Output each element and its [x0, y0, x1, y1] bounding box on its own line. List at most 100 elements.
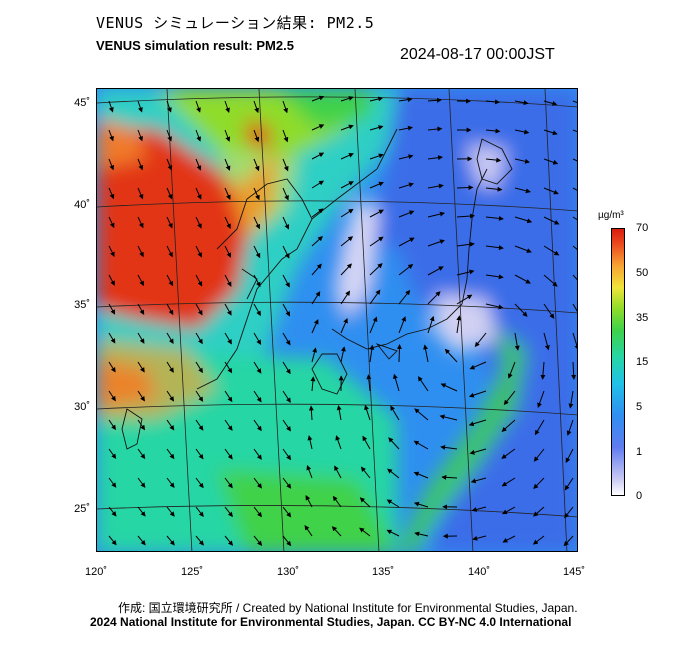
wind-arrow	[311, 319, 319, 334]
wind-arrow	[166, 100, 172, 113]
wind-arrow	[137, 216, 144, 229]
wind-arrow	[543, 129, 558, 136]
wind-arrow	[563, 535, 574, 547]
wind-arrow	[311, 291, 321, 305]
wind-arrow	[224, 158, 231, 171]
wind-arrow	[282, 274, 290, 288]
wind-arrow	[469, 361, 487, 370]
wind-arrow	[456, 241, 475, 247]
credit-line-1: 作成: 国立環境研究所 / Created by National Instit…	[118, 601, 578, 615]
wind-arrow	[282, 129, 289, 143]
wind-arrow	[514, 100, 529, 106]
wind-arrow	[456, 315, 462, 334]
wind-arrow	[388, 437, 400, 450]
wind-arrow	[336, 405, 342, 421]
wind-arrow	[166, 158, 173, 171]
lon-label-135: 135˚	[371, 566, 395, 578]
wind-arrow	[359, 527, 371, 537]
wind-arrow	[166, 245, 173, 258]
wind-arrow	[572, 187, 577, 191]
wind-arrow	[413, 471, 429, 479]
wind-arrow	[537, 390, 545, 408]
wind-arrow	[501, 448, 516, 459]
wind-arrow	[543, 187, 559, 195]
wind-arrow	[532, 535, 545, 545]
wind-arrow	[472, 535, 487, 541]
wind-arrow	[166, 129, 172, 142]
wind-arrow	[108, 274, 115, 286]
wind-arrow	[311, 124, 325, 131]
wind-arrow	[485, 303, 504, 310]
wind-arrow	[166, 216, 173, 229]
wind-arrow	[369, 344, 375, 363]
lon-label-145: 145˚	[562, 566, 586, 578]
colorbar-tick-5: 5	[636, 401, 643, 413]
wind-arrow	[340, 96, 354, 102]
wind-arrow	[369, 236, 384, 247]
wind-arrow	[108, 187, 115, 200]
wind-arrow	[564, 506, 574, 519]
wind-arrow	[503, 390, 516, 406]
wind-arrow	[485, 215, 504, 221]
wind-arrow	[195, 216, 202, 229]
wind-arrow	[137, 245, 144, 258]
lat-label-25: 25˚	[74, 503, 90, 515]
wind-arrow	[282, 390, 291, 403]
wind-arrow	[364, 404, 371, 421]
wind-arrow	[311, 263, 322, 276]
wind-arrow	[471, 506, 487, 512]
wind-arrow	[340, 263, 352, 276]
wind-arrow	[282, 187, 289, 201]
colorbar-tick-15: 15	[636, 356, 649, 368]
wind-arrow	[440, 383, 458, 392]
wind-arrow	[456, 185, 474, 191]
wind-arrow	[137, 506, 146, 517]
wind-arrow	[282, 100, 288, 114]
wind-arrow	[485, 245, 504, 251]
wind-arrow	[195, 245, 202, 258]
wind-arrow	[108, 100, 114, 113]
wind-arrow	[282, 477, 292, 489]
wind-arrow	[224, 274, 232, 287]
title-english: VENUS simulation result: PM2.5	[96, 38, 294, 53]
wind-arrow	[253, 361, 262, 374]
wind-arrow	[166, 535, 175, 546]
wind-arrow	[108, 129, 114, 142]
wind-arrow	[282, 361, 291, 375]
wind-arrow	[543, 158, 559, 165]
wind-arrow	[572, 216, 577, 221]
wind-arrow	[166, 361, 174, 373]
wind-arrow	[572, 100, 577, 104]
wind-arrow	[502, 535, 516, 543]
wind-arrow	[108, 535, 117, 546]
wind-arrow	[195, 187, 202, 200]
wind-arrow	[413, 440, 429, 450]
wind-arrow	[414, 408, 429, 421]
wind-arrow	[340, 236, 354, 247]
wind-arrow	[282, 535, 292, 547]
wind-arrow	[253, 303, 261, 317]
wind-arrow	[387, 468, 400, 479]
wind-arrow	[427, 97, 442, 103]
wind-arrow	[311, 95, 325, 102]
wind-arrow	[137, 332, 145, 344]
wind-arrow	[571, 361, 577, 380]
wind-arrow	[282, 448, 292, 461]
wind-arrow	[572, 274, 577, 281]
wind-arrow	[366, 374, 372, 392]
wind-arrow	[427, 211, 445, 218]
wind-arrow	[224, 535, 234, 546]
wind-arrow	[390, 405, 400, 421]
wind-arrow	[456, 294, 473, 305]
title-japanese: VENUS シミュレーション結果: PM2.5	[96, 14, 375, 32]
wind-arrow	[427, 126, 443, 132]
wind-arrow	[108, 419, 116, 431]
wind-arrow	[340, 317, 348, 334]
colorbar-unit: µg/m³	[598, 210, 624, 221]
wind-arrow	[340, 290, 351, 305]
wind-arrow	[306, 464, 313, 479]
wind-arrow	[310, 376, 316, 392]
wind-arrow	[507, 361, 516, 379]
wind-arrow	[166, 506, 175, 517]
wind-arrow	[137, 100, 143, 113]
